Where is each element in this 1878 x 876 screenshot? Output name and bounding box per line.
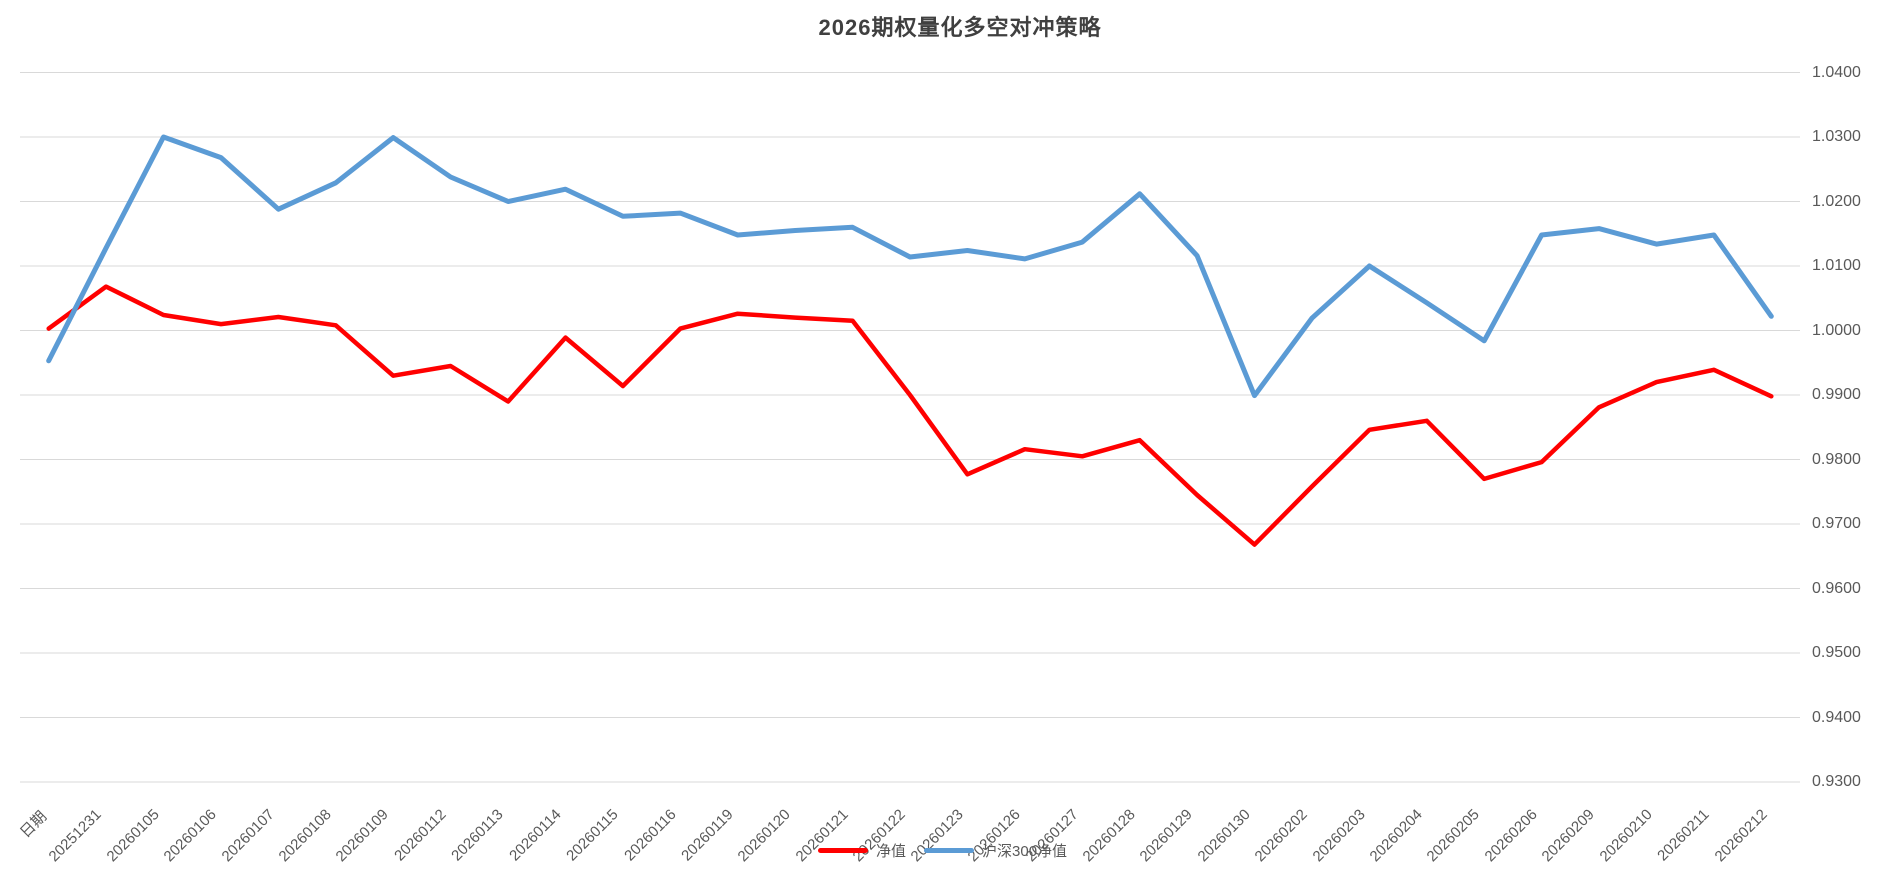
y-axis-label: 0.9500: [1812, 644, 1861, 661]
legend-label: 净值: [876, 843, 907, 860]
y-axis-label: 0.9400: [1812, 708, 1861, 726]
legend-label: 沪深300净值: [982, 843, 1068, 860]
legend-item-net-value: 净值: [818, 840, 906, 861]
y-axis-label: 0.9800: [1812, 450, 1861, 468]
y-axis-label: 1.0100: [1812, 257, 1861, 274]
y-axis-label: 1.0300: [1812, 128, 1861, 145]
chart-title: 2026期权量化多空对冲策略: [818, 15, 1102, 40]
y-axis-label: 0.9900: [1812, 386, 1861, 403]
chart-legend: 净值 沪深300净值: [818, 840, 1067, 861]
legend-item-hs300: 沪深300净值: [924, 840, 1067, 861]
series-line-hs300: [46, 134, 1774, 399]
legend-swatch-icon: [924, 848, 975, 853]
y-axis-label: 1.0000: [1812, 321, 1861, 339]
y-axis-label: 0.9700: [1812, 515, 1861, 532]
y-axis-label: 0.9300: [1812, 773, 1861, 790]
legend-swatch-icon: [818, 848, 868, 853]
y-axis-label: 1.0400: [1812, 63, 1861, 81]
series-line-net-value: [46, 284, 1774, 547]
y-axis-label: 1.0200: [1812, 192, 1861, 210]
y-axis-label: 0.9600: [1812, 579, 1861, 597]
